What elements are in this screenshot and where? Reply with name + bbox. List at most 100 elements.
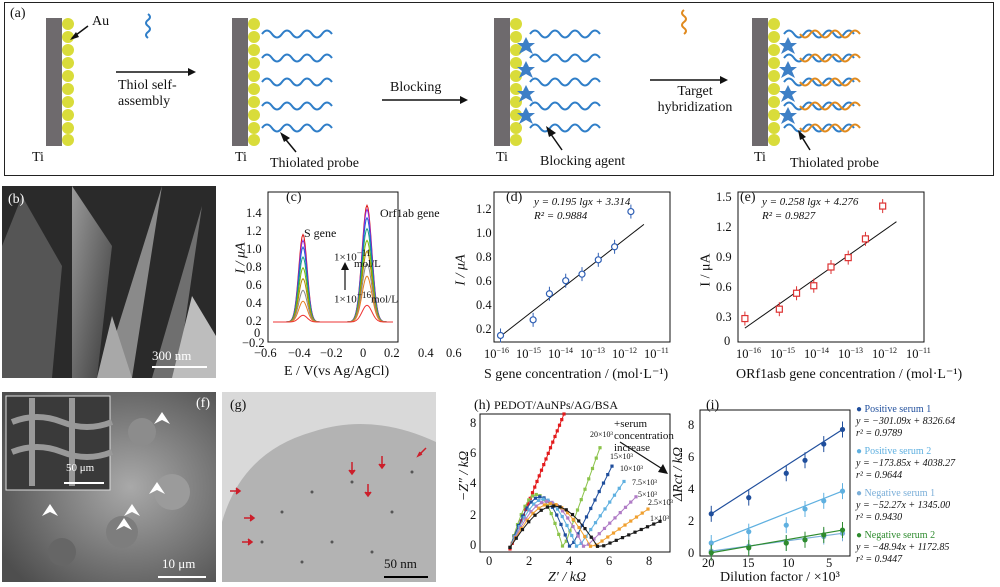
h-series-3: 7.5×10³ [632,478,657,487]
e-xtick-1-exp: −15 [782,346,796,355]
i-point-3-5 [839,527,846,533]
h-marker-5-24 [646,507,650,511]
sem-image-b [2,186,216,378]
c-xtick-6: 0.6 [446,346,462,360]
i-ytick-1: 6 [688,450,695,464]
d-frame [493,191,671,343]
i-point-0-1 [746,495,752,501]
sem-image-f [2,392,216,582]
c-xlabel: E / V(vs Ag/AgCl) [284,364,390,379]
e-xtick-5-exp: −11 [918,346,931,355]
d-r2: R² = 0.9884 [534,210,588,222]
scale-bar-g [384,576,428,578]
c-xtick-5: 0.4 [418,346,434,360]
c-frame [267,191,399,343]
e-ytick-3: 0.6 [716,280,732,294]
i-ylabel: ΔRct / kΩ [671,446,687,502]
i-point-0-0 [708,511,714,517]
h-annot-2: concentration [614,430,674,442]
d-ytick-1: 1.0 [476,226,492,240]
legend-entry-1: ● Positive serum 1 [856,404,932,415]
e-point-6 [861,235,870,243]
h-annot-arrow [619,441,665,471]
e-xtick-4-base: 10 [872,347,885,362]
h-xlabel: Z′ / kΩ [548,570,587,585]
d-xtick-5-exp: −11 [656,346,669,355]
au-label: Au [92,14,110,29]
e-ytick-2: 0.9 [716,250,732,264]
h-series-0: 20×10³ [590,430,613,439]
e-xtick-0-exp: −16 [748,346,762,355]
i-point-1-2 [783,522,789,528]
c-xtick-3: 0 [360,346,367,360]
panel-g-label: (g) [230,398,247,413]
i-point-3-2 [783,540,789,546]
legend-entry-3: ● Negative serum 1 [856,488,936,499]
i-xlabel: Dilution factor / ×10³ [720,570,840,585]
d-point-1 [529,316,537,324]
step-1-label: Thiol self- assembly [118,78,177,110]
d-xtick-2-base: 10 [548,347,561,362]
h-series-6: 1×10³ [650,514,669,523]
i-point-0-5 [839,426,846,433]
c-xtick-2: −0.2 [320,346,343,360]
e-equation: y = 0.258 lgx + 4.276 [762,196,859,208]
orf-calibration-chart [737,191,925,343]
legend-eq-1: y = −301.09x + 8326.64 [856,416,956,427]
panel-a-label: (a) [10,6,26,21]
d-xtick-2-exp: −14 [560,346,574,355]
e-xtick-2: 10−14 [804,346,829,362]
c-ytick-2: 1.0 [246,242,262,256]
d-xtick-3-exp: −13 [592,346,606,355]
c-ytick-6: 0.2 [246,314,262,328]
i-point-3-1 [746,545,752,551]
schematic-diagram [46,9,861,153]
h-marker-6-0 [508,545,512,549]
conc-high-base: 1×10 [334,251,357,264]
i-point-3-4 [821,532,827,538]
conc-unit-low: mol/L [371,293,398,306]
i-point-3-0 [708,550,714,556]
d-xtick-0-base: 10 [484,347,497,362]
i-fit-line-3 [711,529,843,554]
step-2-label: Blocking [390,80,442,95]
dpv-curve-8 [273,304,393,323]
panel-f-label: (f) [196,396,210,411]
e-xtick-5-base: 10 [906,347,919,362]
c-xtick-0: −0.6 [254,346,277,360]
e-point-5 [844,254,852,262]
scale-label-g: 50 nm [384,556,417,571]
d-xtick-4-exp: −12 [624,346,638,355]
d-point-3 [562,277,570,285]
e-xtick-0-base: 10 [736,347,749,362]
legend-name-1: Positive serum 1 [864,404,932,415]
i-point-1-5 [839,488,846,494]
h-ytick-0: 8 [470,416,477,430]
e-point-2 [792,289,801,297]
i-point-1-1 [746,529,752,535]
panel-b-label: (b) [8,192,25,207]
i-xtick-3: 5 [826,556,833,570]
e-ytick-1: 1.2 [716,220,732,234]
legend-name-2: Positive serum 2 [864,446,932,457]
e-xtick-4-exp: −12 [884,346,898,355]
conc-low-label: 1×10−16mol/L [334,290,398,306]
h-title: PEDOT/AuNPs/AG/BSA [494,398,619,412]
h-frame [479,413,671,553]
h-series-2: 10×10³ [620,464,643,473]
d-xtick-1-base: 10 [516,347,529,362]
d-ytick-2: 0.8 [476,250,492,264]
legend-name-3: Negative serum 1 [864,488,936,499]
i-xtick-0: 20 [702,556,715,570]
c-ytick-5: 0.4 [246,296,262,310]
conc-low-base: 1×10 [334,293,357,306]
d-xtick-4-base: 10 [612,347,625,362]
legend-entry-4: ● Negative serum 2 [856,530,936,541]
d-point-4 [578,270,586,278]
scale-label-b: 300 nm [152,348,192,363]
d-xlabel: S gene concentration / (mol·L⁻¹) [484,367,669,382]
i-fit-line-0 [710,428,843,515]
step-3-line-1: Target [677,84,713,99]
c-ytick-7: 0 [254,326,261,340]
nyquist-curve-6 [509,505,661,548]
